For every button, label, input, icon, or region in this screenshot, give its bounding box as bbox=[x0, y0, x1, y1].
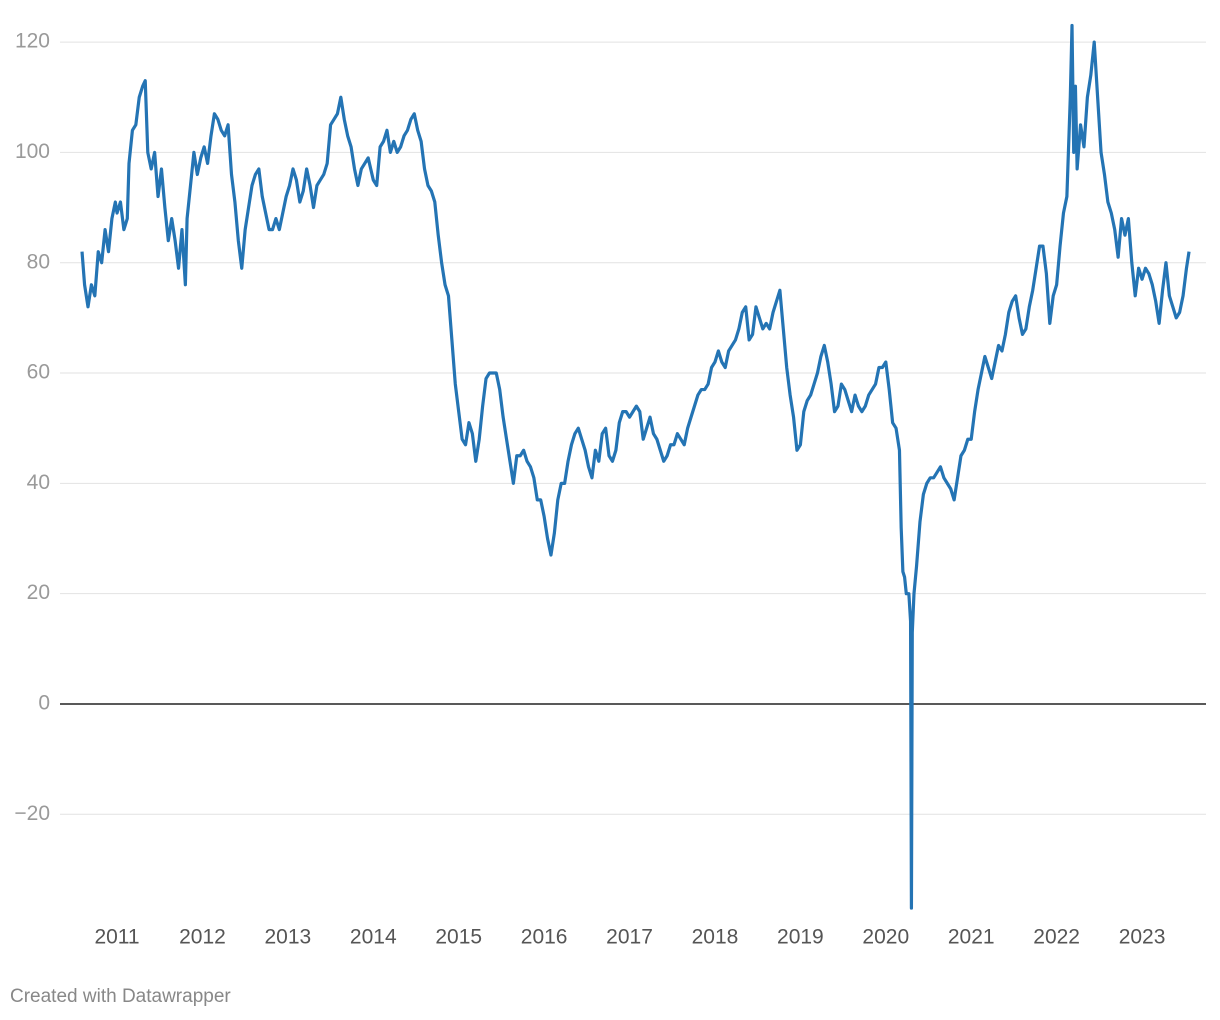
x-tick-label: 2018 bbox=[692, 926, 739, 949]
x-tick-label: 2019 bbox=[777, 926, 824, 949]
y-tick-label: 80 bbox=[27, 250, 50, 273]
y-tick-label: −20 bbox=[14, 802, 50, 825]
x-tick-label: 2012 bbox=[179, 926, 226, 949]
y-tick-label: 20 bbox=[27, 581, 50, 604]
y-tick-label: 60 bbox=[27, 361, 50, 384]
y-tick-label: 40 bbox=[27, 471, 50, 494]
x-tick-label: 2022 bbox=[1033, 926, 1080, 949]
y-tick-label: 0 bbox=[38, 692, 50, 715]
y-tick-label: 120 bbox=[15, 30, 50, 53]
x-tick-label: 2021 bbox=[948, 926, 995, 949]
x-tick-label: 2011 bbox=[94, 926, 139, 949]
x-tick-label: 2020 bbox=[862, 926, 909, 949]
x-tick-label: 2016 bbox=[521, 926, 568, 949]
y-tick-label: 100 bbox=[15, 140, 50, 163]
x-tick-label: 2014 bbox=[350, 926, 397, 949]
x-tick-label: 2017 bbox=[606, 926, 653, 949]
line bbox=[80, 23, 1191, 910]
x-tick-label: 2013 bbox=[265, 926, 312, 949]
x-tick-label: 2015 bbox=[435, 926, 482, 949]
x-tick-label: 2023 bbox=[1119, 926, 1166, 949]
credit: Created with Datawrapper bbox=[10, 986, 231, 1007]
